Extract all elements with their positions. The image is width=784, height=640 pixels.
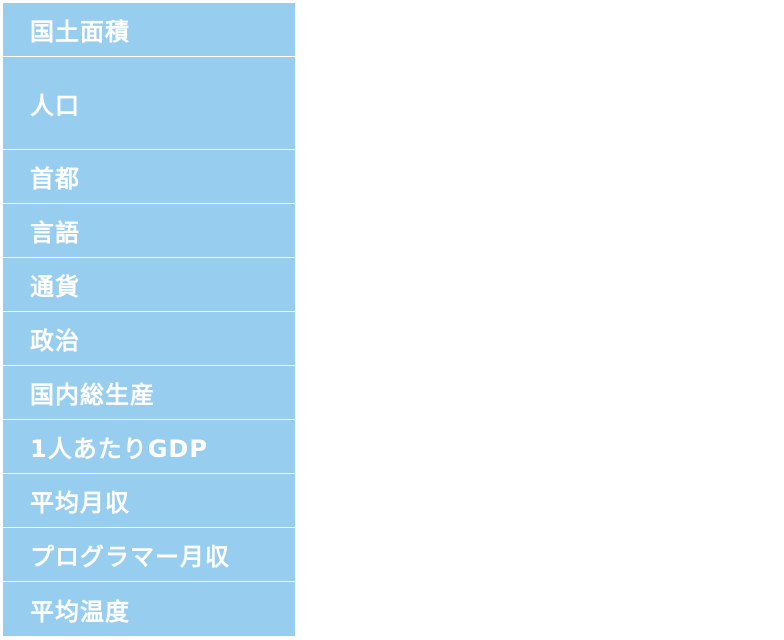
row-label: 人口 xyxy=(30,91,80,120)
row-header-avg-monthly-income: 平均月収 xyxy=(3,474,295,528)
row-header-politics: 政治 xyxy=(3,312,295,366)
row-label: 平均月収 xyxy=(30,489,130,517)
row-label: 首都 xyxy=(30,165,80,193)
row-label: 国内総生産 xyxy=(30,381,155,409)
row-label: 1人あたりGDP xyxy=(30,435,208,463)
row-header-currency: 通貨 xyxy=(3,258,295,312)
row-header-avg-temperature: 平均温度 xyxy=(3,582,295,636)
row-header-programmer-income: プログラマー月収 xyxy=(3,528,295,582)
row-header-gdp: 国内総生産 xyxy=(3,366,295,420)
row-header-gdp-per-capita: 1人あたりGDP xyxy=(3,420,295,474)
country-info-table: 国土面積 人口 首都 言語 通貨 政治 国内総生産 1人あたりGDP 平均月収 … xyxy=(3,3,295,636)
row-label: 政治 xyxy=(30,327,80,355)
row-label: 平均温度 xyxy=(30,597,130,626)
row-header-area: 国土面積 xyxy=(3,3,295,57)
row-header-language: 言語 xyxy=(3,204,295,258)
row-header-capital: 首都 xyxy=(3,150,295,204)
row-label: 言語 xyxy=(30,219,80,247)
row-label: 国土面積 xyxy=(30,18,130,46)
row-header-population: 人口 xyxy=(3,57,295,150)
row-label: プログラマー月収 xyxy=(30,543,230,571)
row-label: 通貨 xyxy=(30,273,80,301)
